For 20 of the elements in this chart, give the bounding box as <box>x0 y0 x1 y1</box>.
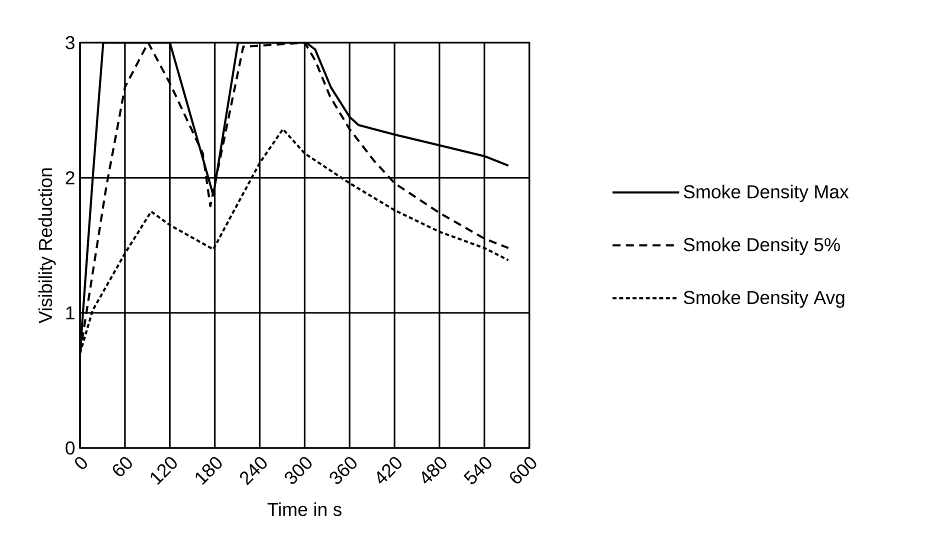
y-axis-title: Visibility Reduction <box>38 168 56 324</box>
x-tick-label: 120 <box>150 457 177 485</box>
x-tick-label: 300 <box>284 457 312 484</box>
x-tick-label: 600 <box>510 457 536 484</box>
x-tick-label: 360 <box>330 457 357 484</box>
x-tick-label: 0 <box>75 457 87 469</box>
x-tick-label: 480 <box>422 457 446 484</box>
y-tick-label: 0 <box>66 441 75 455</box>
legend-label: Smoke Density Avg <box>684 290 844 308</box>
y-tick-label: 1 <box>66 306 74 320</box>
x-tick-label: 180 <box>196 457 222 485</box>
legend-label: Smoke Density 5% <box>684 238 840 255</box>
x-tick-label: 240 <box>240 457 267 486</box>
x-axis-title: Time in s <box>268 502 342 516</box>
x-tick-label: 540 <box>464 457 492 484</box>
y-tick-label: 3 <box>66 36 74 50</box>
x-tick-label: 420 <box>377 457 402 484</box>
legend-label: Smoke Density Max <box>684 184 849 202</box>
x-tick-label: 60 <box>112 457 132 476</box>
y-tick-label: 2 <box>66 171 74 184</box>
